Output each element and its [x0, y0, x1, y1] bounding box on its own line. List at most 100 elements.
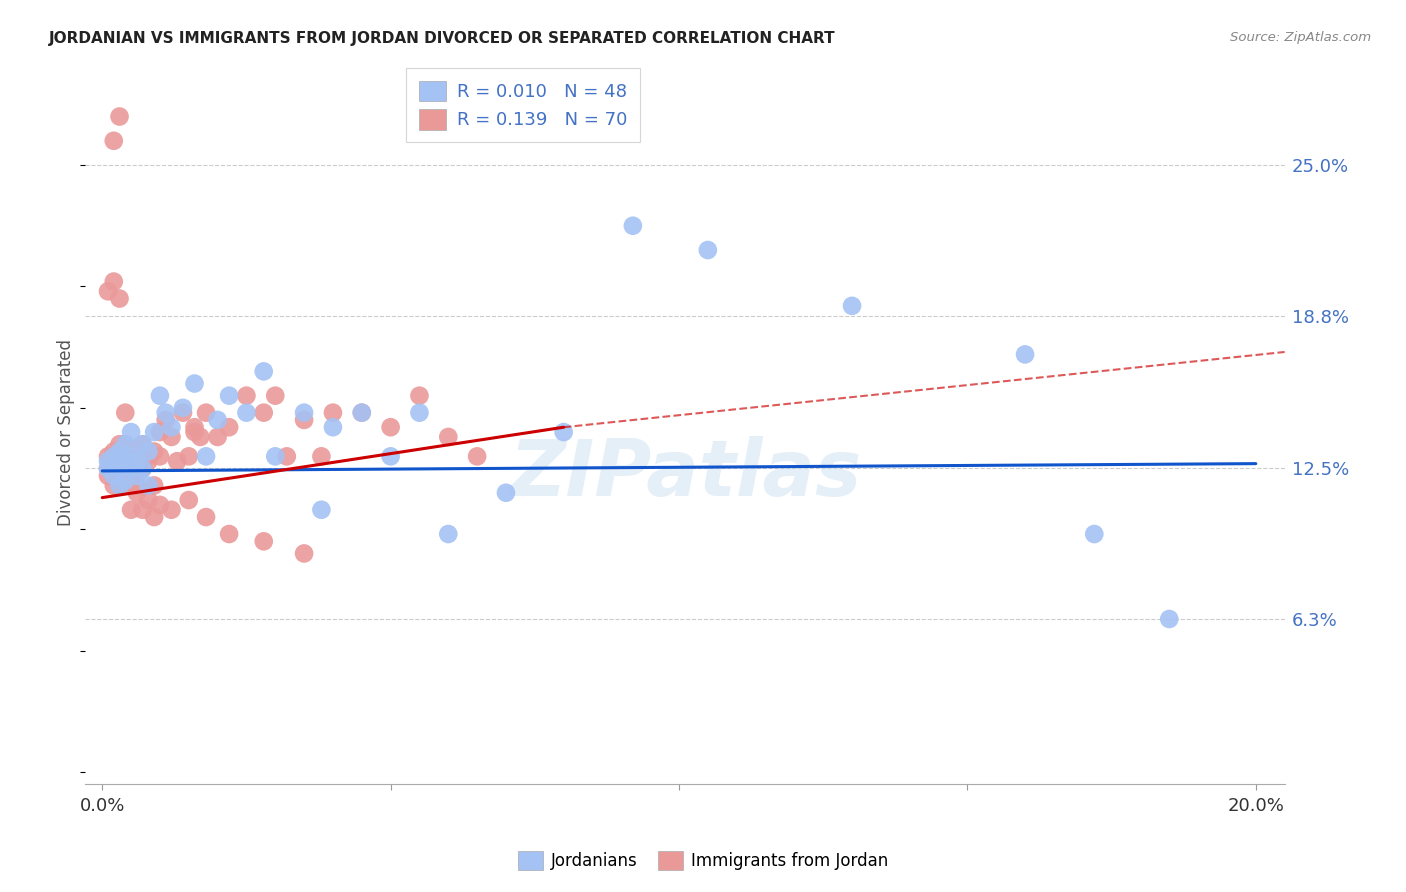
- Point: [125, 454, 148, 468]
- Point: [131, 461, 153, 475]
- Point: [149, 498, 172, 512]
- Point: [143, 444, 166, 458]
- Point: [108, 478, 131, 492]
- Point: [218, 420, 240, 434]
- Point: [841, 299, 863, 313]
- Point: [350, 406, 373, 420]
- Point: [97, 285, 120, 299]
- Point: [188, 430, 211, 444]
- Point: [138, 454, 160, 468]
- Point: [207, 430, 229, 444]
- Point: [292, 546, 315, 560]
- Point: [380, 420, 402, 434]
- Point: [195, 510, 218, 524]
- Point: [131, 502, 153, 516]
- Point: [1083, 527, 1105, 541]
- Point: [177, 493, 200, 508]
- Point: [350, 406, 373, 420]
- Point: [149, 450, 172, 464]
- Point: [322, 406, 344, 420]
- Point: [103, 478, 125, 492]
- Point: [1014, 347, 1036, 361]
- Point: [114, 454, 136, 468]
- Point: [183, 425, 205, 439]
- Point: [253, 534, 276, 549]
- Point: [114, 437, 136, 451]
- Point: [97, 454, 120, 468]
- Point: [292, 413, 315, 427]
- Point: [172, 401, 194, 415]
- Point: [120, 450, 142, 464]
- Point: [103, 454, 125, 468]
- Point: [114, 474, 136, 488]
- Text: JORDANIAN VS IMMIGRANTS FROM JORDAN DIVORCED OR SEPARATED CORRELATION CHART: JORDANIAN VS IMMIGRANTS FROM JORDAN DIVO…: [49, 31, 835, 46]
- Point: [696, 243, 718, 257]
- Point: [97, 461, 120, 475]
- Point: [120, 461, 142, 475]
- Point: [143, 425, 166, 439]
- Point: [114, 454, 136, 468]
- Point: [235, 406, 257, 420]
- Point: [108, 292, 131, 306]
- Point: [114, 478, 136, 492]
- Point: [437, 527, 460, 541]
- Point: [103, 468, 125, 483]
- Point: [380, 450, 402, 464]
- Point: [103, 444, 125, 458]
- Point: [160, 430, 183, 444]
- Point: [183, 376, 205, 391]
- Point: [264, 450, 287, 464]
- Point: [149, 425, 172, 439]
- Point: [103, 458, 125, 473]
- Point: [160, 420, 183, 434]
- Point: [125, 444, 148, 458]
- Point: [120, 502, 142, 516]
- Point: [155, 406, 177, 420]
- Point: [120, 461, 142, 475]
- Point: [235, 389, 257, 403]
- Point: [143, 478, 166, 492]
- Point: [103, 134, 125, 148]
- Point: [172, 406, 194, 420]
- Point: [408, 406, 430, 420]
- Point: [125, 478, 148, 492]
- Point: [177, 450, 200, 464]
- Point: [149, 389, 172, 403]
- Point: [143, 510, 166, 524]
- Point: [138, 493, 160, 508]
- Point: [183, 420, 205, 434]
- Point: [114, 437, 136, 451]
- Point: [160, 502, 183, 516]
- Point: [138, 450, 160, 464]
- Point: [114, 474, 136, 488]
- Point: [264, 389, 287, 403]
- Point: [138, 444, 160, 458]
- Point: [195, 450, 218, 464]
- Point: [1159, 612, 1181, 626]
- Point: [495, 485, 517, 500]
- Point: [125, 454, 148, 468]
- Point: [103, 450, 125, 464]
- Point: [97, 450, 120, 464]
- Point: [108, 444, 131, 458]
- Point: [155, 413, 177, 427]
- Point: [131, 437, 153, 451]
- Point: [97, 461, 120, 475]
- Point: [166, 454, 188, 468]
- Point: [253, 364, 276, 378]
- Text: Source: ZipAtlas.com: Source: ZipAtlas.com: [1230, 31, 1371, 45]
- Point: [108, 450, 131, 464]
- Point: [125, 468, 148, 483]
- Point: [218, 527, 240, 541]
- Point: [437, 430, 460, 444]
- Point: [114, 406, 136, 420]
- Legend: R = 0.010   N = 48, R = 0.139   N = 70: R = 0.010 N = 48, R = 0.139 N = 70: [406, 68, 640, 142]
- Y-axis label: Divorced or Separated: Divorced or Separated: [58, 339, 75, 525]
- Point: [108, 450, 131, 464]
- Point: [553, 425, 575, 439]
- Point: [311, 450, 333, 464]
- Point: [103, 461, 125, 475]
- Point: [465, 450, 488, 464]
- Point: [131, 461, 153, 475]
- Point: [120, 468, 142, 483]
